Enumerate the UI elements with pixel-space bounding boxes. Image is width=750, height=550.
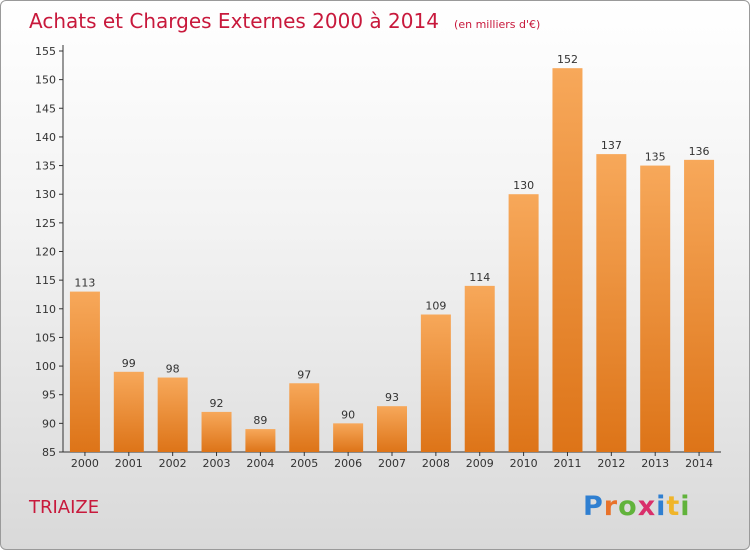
bar — [113, 371, 144, 452]
y-tick-label: 95 — [42, 389, 56, 402]
bar-value-label: 99 — [122, 357, 136, 370]
x-tick-label: 2012 — [597, 457, 625, 470]
logo-letter: t — [666, 491, 681, 522]
x-tick-label: 2003 — [203, 457, 231, 470]
bar-value-label: 152 — [557, 53, 578, 66]
commune-name: TRIAIZE — [29, 497, 100, 518]
bar-value-label: 136 — [689, 145, 710, 158]
y-tick-label: 140 — [35, 131, 56, 144]
y-tick-label: 90 — [42, 417, 56, 430]
bar — [377, 406, 407, 452]
x-tick-label: 2013 — [641, 457, 669, 470]
bar-value-label: 98 — [166, 363, 180, 376]
bar-value-label: 135 — [645, 151, 666, 164]
bar-value-label: 113 — [74, 277, 95, 290]
y-tick-label: 150 — [35, 74, 56, 87]
bar-value-label: 109 — [425, 300, 446, 313]
x-tick-label: 2001 — [115, 457, 143, 470]
bar-value-label: 89 — [253, 414, 267, 427]
y-tick-label: 85 — [42, 446, 56, 459]
bar — [508, 194, 539, 452]
chart-title-block: Achats et Charges Externes 2000 à 2014 (… — [29, 9, 540, 33]
x-tick-label: 2011 — [553, 457, 581, 470]
bar-value-label: 93 — [385, 391, 399, 404]
y-tick-label: 125 — [35, 217, 56, 230]
bar — [596, 154, 627, 452]
bar — [201, 411, 232, 452]
x-tick-label: 2010 — [510, 457, 538, 470]
bar — [420, 314, 451, 452]
bar — [552, 68, 583, 452]
x-tick-label: 2014 — [685, 457, 713, 470]
bar — [640, 165, 671, 453]
y-tick-label: 100 — [35, 360, 56, 373]
y-tick-label: 115 — [35, 274, 56, 287]
x-tick-label: 2000 — [71, 457, 99, 470]
x-tick-label: 2002 — [159, 457, 187, 470]
bar — [157, 377, 188, 452]
bar — [69, 291, 100, 452]
y-tick-label: 110 — [35, 303, 56, 316]
bar-value-label: 92 — [210, 397, 224, 410]
bar — [333, 423, 364, 452]
x-tick-label: 2007 — [378, 457, 406, 470]
logo-letter: P — [583, 491, 604, 522]
logo-letter: i — [680, 491, 691, 522]
bar-value-label: 137 — [601, 139, 622, 152]
proxiti-logo: Proxiti — [583, 491, 691, 522]
chart-title: Achats et Charges Externes 2000 à 2014 — [29, 9, 439, 33]
y-tick-label: 155 — [35, 45, 56, 58]
y-tick-label: 105 — [35, 331, 56, 344]
bar-value-label: 130 — [513, 179, 534, 192]
bar-value-label: 114 — [469, 271, 490, 284]
chart-subtitle: (en milliers d'€) — [454, 18, 541, 31]
logo-letter: r — [603, 491, 619, 522]
y-tick-label: 135 — [35, 160, 56, 173]
bar — [464, 285, 495, 452]
y-tick-label: 120 — [35, 246, 56, 259]
x-tick-label: 2005 — [290, 457, 318, 470]
x-tick-label: 2006 — [334, 457, 362, 470]
logo-letter: i — [656, 491, 667, 522]
bar — [684, 159, 715, 453]
bar — [289, 383, 320, 452]
logo-letter: x — [637, 491, 657, 522]
x-tick-label: 2009 — [466, 457, 494, 470]
x-tick-label: 2008 — [422, 457, 450, 470]
y-tick-label: 130 — [35, 188, 56, 201]
logo-letter: o — [618, 491, 638, 522]
bar-value-label: 97 — [297, 368, 311, 381]
y-tick-label: 145 — [35, 102, 56, 115]
bar-value-label: 90 — [341, 408, 355, 421]
x-tick-label: 2004 — [246, 457, 274, 470]
bar — [245, 429, 276, 452]
